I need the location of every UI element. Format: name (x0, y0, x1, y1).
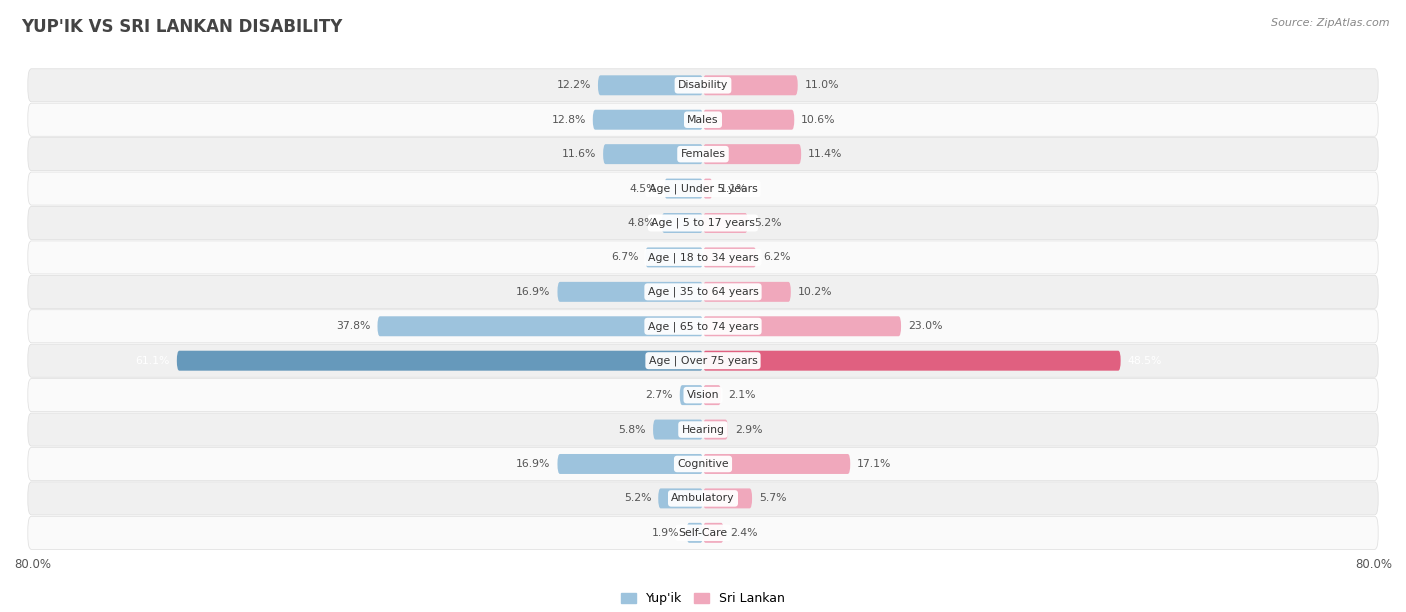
FancyBboxPatch shape (686, 523, 703, 543)
Text: 10.2%: 10.2% (797, 287, 832, 297)
FancyBboxPatch shape (177, 351, 703, 371)
Text: Age | 65 to 74 years: Age | 65 to 74 years (648, 321, 758, 332)
FancyBboxPatch shape (703, 351, 1121, 371)
FancyBboxPatch shape (28, 103, 1378, 136)
FancyBboxPatch shape (703, 420, 728, 439)
Text: Age | 5 to 17 years: Age | 5 to 17 years (651, 218, 755, 228)
FancyBboxPatch shape (28, 275, 1378, 308)
FancyBboxPatch shape (28, 482, 1378, 515)
Text: 16.9%: 16.9% (516, 459, 551, 469)
Text: 4.5%: 4.5% (630, 184, 658, 193)
Text: Females: Females (681, 149, 725, 159)
FancyBboxPatch shape (557, 454, 703, 474)
Text: Age | Under 5 years: Age | Under 5 years (648, 184, 758, 194)
Text: 10.6%: 10.6% (801, 114, 835, 125)
FancyBboxPatch shape (703, 179, 713, 198)
FancyBboxPatch shape (28, 379, 1378, 412)
Text: 48.5%: 48.5% (1128, 356, 1161, 366)
Text: 5.2%: 5.2% (624, 493, 651, 504)
Text: 12.8%: 12.8% (551, 114, 586, 125)
FancyBboxPatch shape (703, 316, 901, 336)
FancyBboxPatch shape (593, 110, 703, 130)
Text: 12.2%: 12.2% (557, 80, 591, 91)
FancyBboxPatch shape (703, 454, 851, 474)
FancyBboxPatch shape (28, 172, 1378, 205)
Text: Source: ZipAtlas.com: Source: ZipAtlas.com (1271, 18, 1389, 28)
FancyBboxPatch shape (377, 316, 703, 336)
Text: 2.7%: 2.7% (645, 390, 673, 400)
Text: YUP'IK VS SRI LANKAN DISABILITY: YUP'IK VS SRI LANKAN DISABILITY (21, 18, 343, 36)
FancyBboxPatch shape (28, 241, 1378, 274)
FancyBboxPatch shape (664, 179, 703, 198)
FancyBboxPatch shape (645, 247, 703, 267)
Text: Age | 18 to 34 years: Age | 18 to 34 years (648, 252, 758, 263)
FancyBboxPatch shape (662, 213, 703, 233)
FancyBboxPatch shape (703, 523, 724, 543)
Text: 4.8%: 4.8% (627, 218, 655, 228)
FancyBboxPatch shape (703, 213, 748, 233)
Text: Age | 35 to 64 years: Age | 35 to 64 years (648, 286, 758, 297)
Text: 6.2%: 6.2% (763, 252, 790, 263)
Text: Self-Care: Self-Care (679, 528, 727, 538)
Text: 1.1%: 1.1% (720, 184, 747, 193)
Legend: Yup'ik, Sri Lankan: Yup'ik, Sri Lankan (616, 587, 790, 610)
FancyBboxPatch shape (28, 447, 1378, 480)
FancyBboxPatch shape (703, 282, 790, 302)
Text: Cognitive: Cognitive (678, 459, 728, 469)
FancyBboxPatch shape (679, 385, 703, 405)
FancyBboxPatch shape (28, 413, 1378, 446)
FancyBboxPatch shape (703, 144, 801, 164)
Text: 6.7%: 6.7% (612, 252, 638, 263)
Text: 11.4%: 11.4% (808, 149, 842, 159)
Text: 17.1%: 17.1% (858, 459, 891, 469)
FancyBboxPatch shape (598, 75, 703, 95)
FancyBboxPatch shape (658, 488, 703, 509)
Text: 37.8%: 37.8% (336, 321, 371, 331)
Text: 1.9%: 1.9% (652, 528, 679, 538)
FancyBboxPatch shape (652, 420, 703, 439)
Text: Ambulatory: Ambulatory (671, 493, 735, 504)
FancyBboxPatch shape (28, 344, 1378, 377)
FancyBboxPatch shape (703, 488, 752, 509)
Text: 5.2%: 5.2% (755, 218, 782, 228)
FancyBboxPatch shape (28, 206, 1378, 239)
Text: Age | Over 75 years: Age | Over 75 years (648, 356, 758, 366)
Text: 61.1%: 61.1% (135, 356, 170, 366)
FancyBboxPatch shape (703, 75, 797, 95)
FancyBboxPatch shape (703, 247, 756, 267)
Text: 11.0%: 11.0% (804, 80, 839, 91)
FancyBboxPatch shape (28, 517, 1378, 550)
Text: 23.0%: 23.0% (908, 321, 942, 331)
Text: 5.7%: 5.7% (759, 493, 786, 504)
FancyBboxPatch shape (28, 310, 1378, 343)
Text: Vision: Vision (686, 390, 720, 400)
FancyBboxPatch shape (28, 69, 1378, 102)
FancyBboxPatch shape (603, 144, 703, 164)
FancyBboxPatch shape (703, 385, 721, 405)
FancyBboxPatch shape (703, 110, 794, 130)
Text: 5.8%: 5.8% (619, 425, 647, 435)
Text: 80.0%: 80.0% (1355, 558, 1392, 570)
Text: 2.1%: 2.1% (728, 390, 755, 400)
Text: 80.0%: 80.0% (14, 558, 51, 570)
Text: Hearing: Hearing (682, 425, 724, 435)
Text: Males: Males (688, 114, 718, 125)
Text: 2.9%: 2.9% (735, 425, 762, 435)
Text: 11.6%: 11.6% (562, 149, 596, 159)
FancyBboxPatch shape (28, 138, 1378, 171)
Text: 16.9%: 16.9% (516, 287, 551, 297)
Text: 2.4%: 2.4% (731, 528, 758, 538)
FancyBboxPatch shape (557, 282, 703, 302)
Text: Disability: Disability (678, 80, 728, 91)
